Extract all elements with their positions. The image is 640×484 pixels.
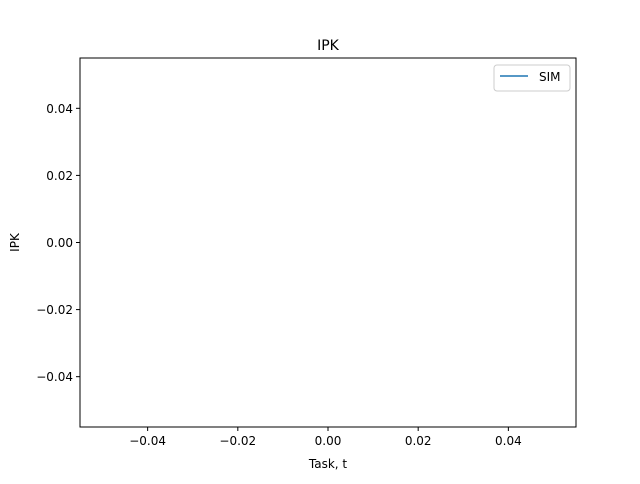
y-tick-label: 0.00 [46, 236, 73, 250]
y-tick-label: 0.04 [46, 102, 73, 116]
y-tick-label: −0.02 [36, 303, 73, 317]
legend-label-sim: SIM [539, 70, 561, 84]
x-tick-label: 0.00 [315, 434, 342, 448]
y-axis-label: IPK [8, 232, 22, 252]
x-axis-label: Task, t [308, 457, 348, 471]
x-tick-label: −0.02 [219, 434, 256, 448]
chart-title: IPK [317, 38, 340, 54]
x-axis: −0.04 −0.02 0.00 0.02 0.04 [129, 427, 522, 448]
x-tick-label: 0.04 [495, 434, 522, 448]
y-axis: −0.04 −0.02 0.00 0.02 0.04 [36, 102, 80, 384]
y-tick-label: 0.02 [46, 169, 73, 183]
x-tick-label: 0.02 [405, 434, 432, 448]
y-tick-label: −0.04 [36, 370, 73, 384]
legend-box [493, 64, 571, 92]
x-tick-label: −0.04 [129, 434, 166, 448]
legend: SIM [493, 64, 571, 92]
